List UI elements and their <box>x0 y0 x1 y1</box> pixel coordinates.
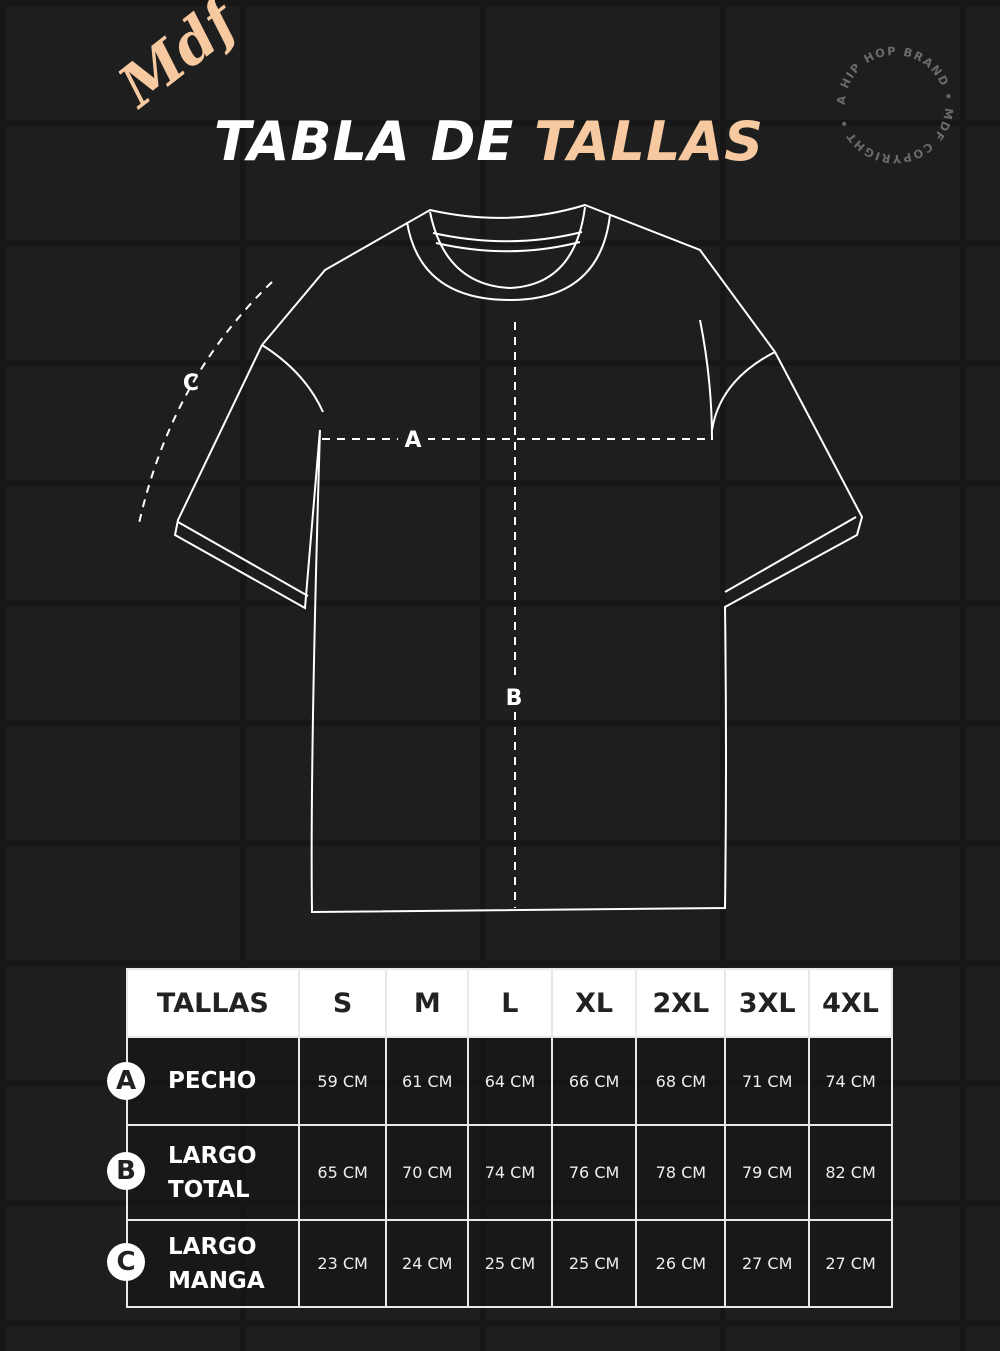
table-cell: 59 CM <box>297 1036 388 1126</box>
header-size: S <box>297 968 388 1038</box>
header-size: XL <box>550 968 638 1038</box>
row-label: LARGO MANGA <box>126 1219 300 1308</box>
header-size: 2XL <box>635 968 727 1038</box>
table-cell: 79 CM <box>724 1124 811 1221</box>
table-row: LARGO TOTAL 65 CM 70 CM 74 CM 76 CM 78 CM… <box>126 1124 893 1221</box>
table-cell: 76 CM <box>550 1124 638 1221</box>
table-cell: 74 CM <box>808 1036 893 1126</box>
title-part-1: TABLA DE <box>214 110 515 173</box>
badge-c: C <box>107 1243 145 1281</box>
badge-b: B <box>107 1152 145 1190</box>
table-cell: 23 CM <box>297 1219 388 1308</box>
measure-lines <box>137 281 712 908</box>
table-cell: 68 CM <box>635 1036 727 1126</box>
header-tallas: TALLAS <box>126 968 300 1038</box>
header-size: 3XL <box>724 968 811 1038</box>
badge-a: A <box>107 1062 145 1100</box>
row-label: PECHO <box>126 1036 300 1126</box>
stamp-text: A HIP HOP BRAND • MDF COPYRIGHT • <box>834 44 955 166</box>
table-cell: 24 CM <box>385 1219 470 1308</box>
header-size: 4XL <box>808 968 893 1038</box>
title-part-2: TALLAS <box>534 110 765 173</box>
table-header-row: TALLAS S M L XL 2XL 3XL 4XL <box>126 968 893 1038</box>
header-size: L <box>467 968 553 1038</box>
table-cell: 27 CM <box>808 1219 893 1308</box>
label-c: C <box>183 371 199 396</box>
table-cell: 27 CM <box>724 1219 811 1308</box>
copyright-stamp: A HIP HOP BRAND • MDF COPYRIGHT • <box>834 44 956 166</box>
table-cell: 25 CM <box>467 1219 553 1308</box>
table-cell: 78 CM <box>635 1124 727 1221</box>
table-cell: 64 CM <box>467 1036 553 1126</box>
table-cell: 25 CM <box>550 1219 638 1308</box>
table-cell: 61 CM <box>385 1036 470 1126</box>
table-row: PECHO 59 CM 61 CM 64 CM 66 CM 68 CM 71 C… <box>126 1036 893 1126</box>
tshirt-diagram: A B C <box>137 203 864 914</box>
table-cell: 65 CM <box>297 1124 388 1221</box>
table-cell: 26 CM <box>635 1219 727 1308</box>
table-cell: 82 CM <box>808 1124 893 1221</box>
label-a: A <box>404 428 421 453</box>
size-table: TALLAS S M L XL 2XL 3XL 4XL PECHO 59 CM … <box>126 968 893 1308</box>
table-cell: 66 CM <box>550 1036 638 1126</box>
header-size: M <box>385 968 470 1038</box>
label-b: B <box>506 686 523 711</box>
table-cell: 71 CM <box>724 1036 811 1126</box>
svg-text:A HIP HOP BRAND • MDF COPYRIGH: A HIP HOP BRAND • MDF COPYRIGHT • <box>834 44 956 166</box>
table-cell: 74 CM <box>467 1124 553 1221</box>
page-title: TABLA DE TALLAS <box>214 110 764 173</box>
row-label: LARGO TOTAL <box>126 1124 300 1221</box>
table-row: LARGO MANGA 23 CM 24 CM 25 CM 25 CM 26 CM… <box>126 1219 893 1308</box>
tshirt-outline <box>173 203 864 914</box>
measure-c-line <box>137 281 273 529</box>
table-cell: 70 CM <box>385 1124 470 1221</box>
